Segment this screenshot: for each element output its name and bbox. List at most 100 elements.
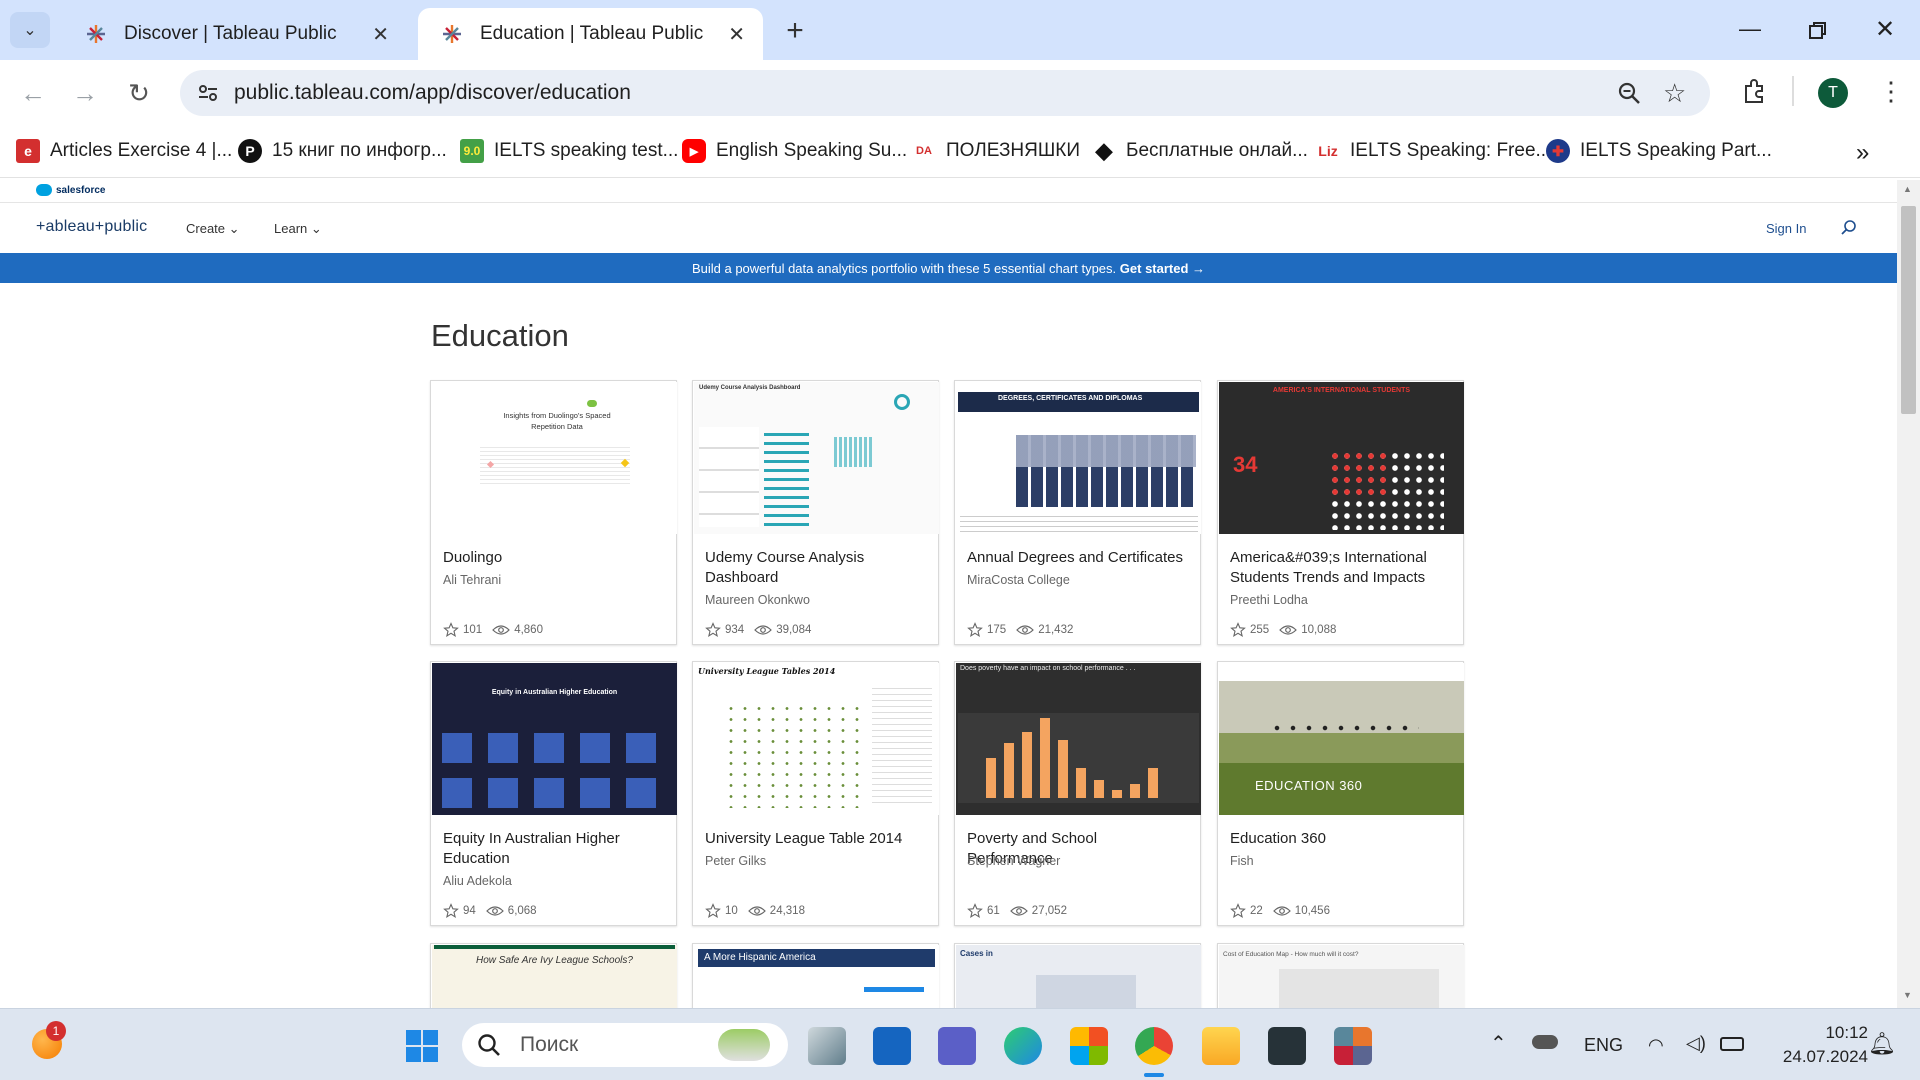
viz-title[interactable]: Poverty and School Performance	[967, 830, 1098, 867]
new-tab-button[interactable]: +	[786, 14, 804, 47]
viz-thumbnail[interactable]: Udemy Course Analysis Dashboard	[694, 382, 939, 534]
viz-author[interactable]: Aliu Adekola	[443, 874, 512, 888]
close-icon[interactable]: ✕	[372, 23, 389, 46]
viz-thumbnail[interactable]: University League Tables 2014	[694, 663, 939, 815]
viz-card[interactable]: AMERICA'S INTERNATIONAL STUDENTS 34 Amer…	[1217, 380, 1464, 645]
viz-thumbnail[interactable]: Cost of Education Map - How much will it…	[1219, 945, 1464, 1008]
viz-thumbnail[interactable]: A More Hispanic America	[694, 945, 939, 1008]
minimize-button[interactable]: —	[1739, 16, 1761, 41]
star-icon[interactable]	[443, 903, 459, 919]
scroll-down-arrow[interactable]: ▼	[1903, 990, 1912, 1000]
star-icon[interactable]	[443, 622, 459, 638]
viz-author[interactable]: Stephen Wagner	[967, 854, 1061, 868]
bookmark-item[interactable]: 9.0 IELTS speaking test...	[460, 139, 678, 163]
viz-title[interactable]: Education 360	[1230, 830, 1326, 847]
viz-title[interactable]: Udemy Course Analysis Dashboard	[705, 549, 865, 586]
bookmark-star-icon[interactable]: ☆	[1663, 78, 1687, 108]
viz-title[interactable]: Equity In Australian Higher Education	[443, 830, 620, 867]
bookmark-item[interactable]: e Articles Exercise 4 |...	[16, 139, 232, 163]
battery-icon[interactable]	[1720, 1037, 1744, 1051]
star-icon[interactable]	[705, 622, 721, 638]
viz-card[interactable]: Udemy Course Analysis Dashboard Udemy Co…	[692, 380, 939, 645]
volume-icon[interactable]: ◁)	[1686, 1033, 1706, 1053]
salesforce-label[interactable]: salesforce	[56, 185, 106, 196]
tab-discover[interactable]: Discover | Tableau Public ✕	[62, 8, 407, 60]
back-button[interactable]: ←	[20, 77, 46, 108]
zoom-icon[interactable]	[1616, 80, 1642, 111]
onedrive-cloud-icon[interactable]	[1532, 1035, 1558, 1049]
banner-get-started-link[interactable]: Get started →	[1119, 260, 1206, 276]
notification-bell-icon[interactable]: 🔔︎	[1868, 1031, 1896, 1056]
file-explorer-icon[interactable]	[1202, 1027, 1240, 1065]
clock-time[interactable]: 10:12	[1825, 1023, 1868, 1042]
page-scrollbar[interactable]: ▲ ▼	[1897, 180, 1920, 1008]
viz-card[interactable]: Equity in Australian Higher Education Eq…	[430, 661, 677, 926]
bookmark-item[interactable]: DA ПОЛЕЗНЯШКИ	[912, 139, 1080, 163]
bookmark-item[interactable]: ▶ English Speaking Su...	[682, 139, 907, 163]
viz-card[interactable]: University League Tables 2014 University…	[692, 661, 939, 926]
viz-card[interactable]: EDUCATION 360 Education 360 Fish 22 10,4…	[1217, 661, 1464, 926]
forward-button[interactable]: →	[72, 77, 98, 108]
viz-author[interactable]: Fish	[1230, 854, 1254, 868]
viz-author[interactable]: Preethi Lodha	[1230, 593, 1308, 607]
bookmark-item[interactable]: Liz IELTS Speaking: Free...	[1316, 139, 1551, 163]
viz-thumbnail[interactable]: AMERICA'S INTERNATIONAL STUDENTS 34	[1219, 382, 1464, 534]
viz-title[interactable]: University League Table 2014	[705, 830, 903, 847]
viz-thumbnail[interactable]: DEGREES, CERTIFICATES AND DIPLOMAS	[956, 382, 1201, 534]
star-icon[interactable]	[967, 622, 983, 638]
nav-create[interactable]: Create ⌄	[186, 221, 240, 237]
viz-author[interactable]: Maureen Okonkwo	[705, 593, 810, 607]
window-close-button[interactable]: ✕	[1874, 15, 1896, 43]
viz-title[interactable]: Annual Degrees and Certificates	[967, 549, 1183, 566]
profile-avatar[interactable]: T	[1818, 78, 1848, 108]
close-icon[interactable]: ✕	[728, 23, 745, 46]
tab-education[interactable]: Education | Tableau Public ✕	[418, 8, 763, 60]
tableau-desktop-icon[interactable]	[1334, 1027, 1372, 1065]
viz-card[interactable]: Insights from Duolingo's Spaced Repetiti…	[430, 380, 677, 645]
tableau-public-logo[interactable]: +ableau+public	[36, 218, 148, 235]
viz-card-partial[interactable]: Cases in	[954, 943, 1201, 1008]
viz-thumbnail[interactable]: Insights from Duolingo's Spaced Repetiti…	[432, 382, 677, 534]
viz-thumbnail[interactable]: EDUCATION 360	[1219, 663, 1464, 815]
tab-search-button[interactable]: ⌄	[10, 12, 50, 48]
viz-thumbnail[interactable]: Cases in	[956, 945, 1201, 1008]
viz-card[interactable]: DEGREES, CERTIFICATES AND DIPLOMAS Annua…	[954, 380, 1201, 645]
address-bar[interactable]: public.tableau.com/app/discover/educatio…	[180, 70, 1710, 116]
scrollbar-thumb[interactable]	[1901, 206, 1916, 414]
bookmark-item[interactable]: P 15 книг по инфогр...	[238, 139, 447, 163]
language-indicator[interactable]: ENG	[1584, 1035, 1624, 1055]
terminal-icon[interactable]	[1268, 1027, 1306, 1065]
viz-card-partial[interactable]: A More Hispanic America	[692, 943, 939, 1008]
nav-learn[interactable]: Learn ⌄	[274, 221, 322, 237]
menu-kebab-icon[interactable]: ⋮	[1878, 76, 1904, 106]
bookmark-item[interactable]: ◆ Бесплатные онлай...	[1092, 138, 1308, 163]
viz-author[interactable]: Ali Tehrani	[443, 573, 502, 587]
edge-icon[interactable]	[1004, 1027, 1042, 1065]
viz-card-partial[interactable]: Cost of Education Map - How much will it…	[1217, 943, 1464, 1008]
scroll-up-arrow[interactable]: ▲	[1903, 184, 1912, 194]
star-icon[interactable]	[705, 903, 721, 919]
sign-in-link[interactable]: Sign In	[1766, 221, 1807, 236]
reload-button[interactable]: ↻	[128, 77, 150, 108]
search-icon[interactable]	[1840, 219, 1858, 242]
viz-card-partial[interactable]: How Safe Are Ivy League Schools?	[430, 943, 677, 1008]
wifi-icon[interactable]: ◠	[1648, 1035, 1664, 1055]
viz-author[interactable]: Peter Gilks	[705, 854, 767, 868]
bookmark-item[interactable]: ✚ IELTS Speaking Part...	[1546, 139, 1772, 163]
viz-card[interactable]: Does poverty have an impact on school pe…	[954, 661, 1201, 926]
star-icon[interactable]	[967, 903, 983, 919]
viz-title[interactable]: America&#039;s International Students Tr…	[1230, 549, 1427, 586]
viz-title[interactable]: Duolingo	[443, 549, 503, 566]
clock-date[interactable]: 24.07.2024	[1782, 1047, 1868, 1066]
extensions-icon[interactable]	[1740, 78, 1768, 111]
viz-author[interactable]: MiraCosta College	[967, 573, 1070, 587]
star-icon[interactable]	[1230, 903, 1246, 919]
star-icon[interactable]	[1230, 622, 1246, 638]
viz-thumbnail[interactable]: How Safe Are Ivy League Schools?	[432, 945, 677, 1008]
task-view-icon[interactable]	[808, 1027, 846, 1065]
chevron-up-icon[interactable]: ⌃	[1490, 1033, 1507, 1055]
teams-icon[interactable]	[938, 1027, 976, 1065]
windows-start-icon[interactable]	[405, 1029, 439, 1063]
chrome-icon[interactable]	[1135, 1027, 1173, 1065]
mail-icon[interactable]	[873, 1027, 911, 1065]
